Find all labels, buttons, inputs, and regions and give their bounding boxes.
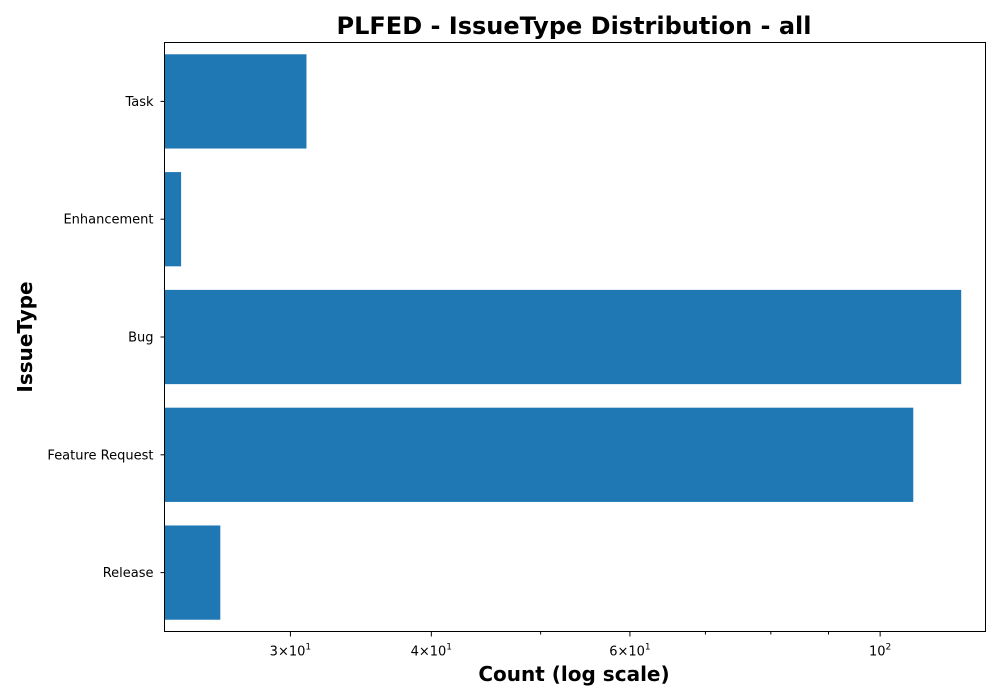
y-tick-label: Release [103,566,154,581]
x-axis-label: Count (log scale) [478,662,669,686]
x-tick-label: 3×101 [270,643,311,660]
y-tick-label: Task [124,95,154,110]
x-tick-label: 102 [869,643,891,660]
chart-title: PLFED - IssueType Distribution - all [337,12,812,40]
y-axis: Task Enhancement Bug Feature Request Release [47,95,165,581]
y-axis-label: IssueType [13,281,37,392]
x-axis: 3×101 4×101 6×101 102 [270,631,891,660]
y-tick-label: Bug [128,331,153,346]
bars-group [164,54,962,620]
bar-bug [164,289,962,385]
bar-task [164,54,307,149]
y-tick-label: Enhancement [63,213,153,228]
y-tick-label: Feature Request [47,448,153,463]
bar-feature-request [164,407,914,502]
bar-release [164,525,221,620]
x-tick-label: 4×101 [411,643,452,660]
x-tick-label: 6×101 [609,643,650,660]
bar-enhancement [164,172,182,267]
